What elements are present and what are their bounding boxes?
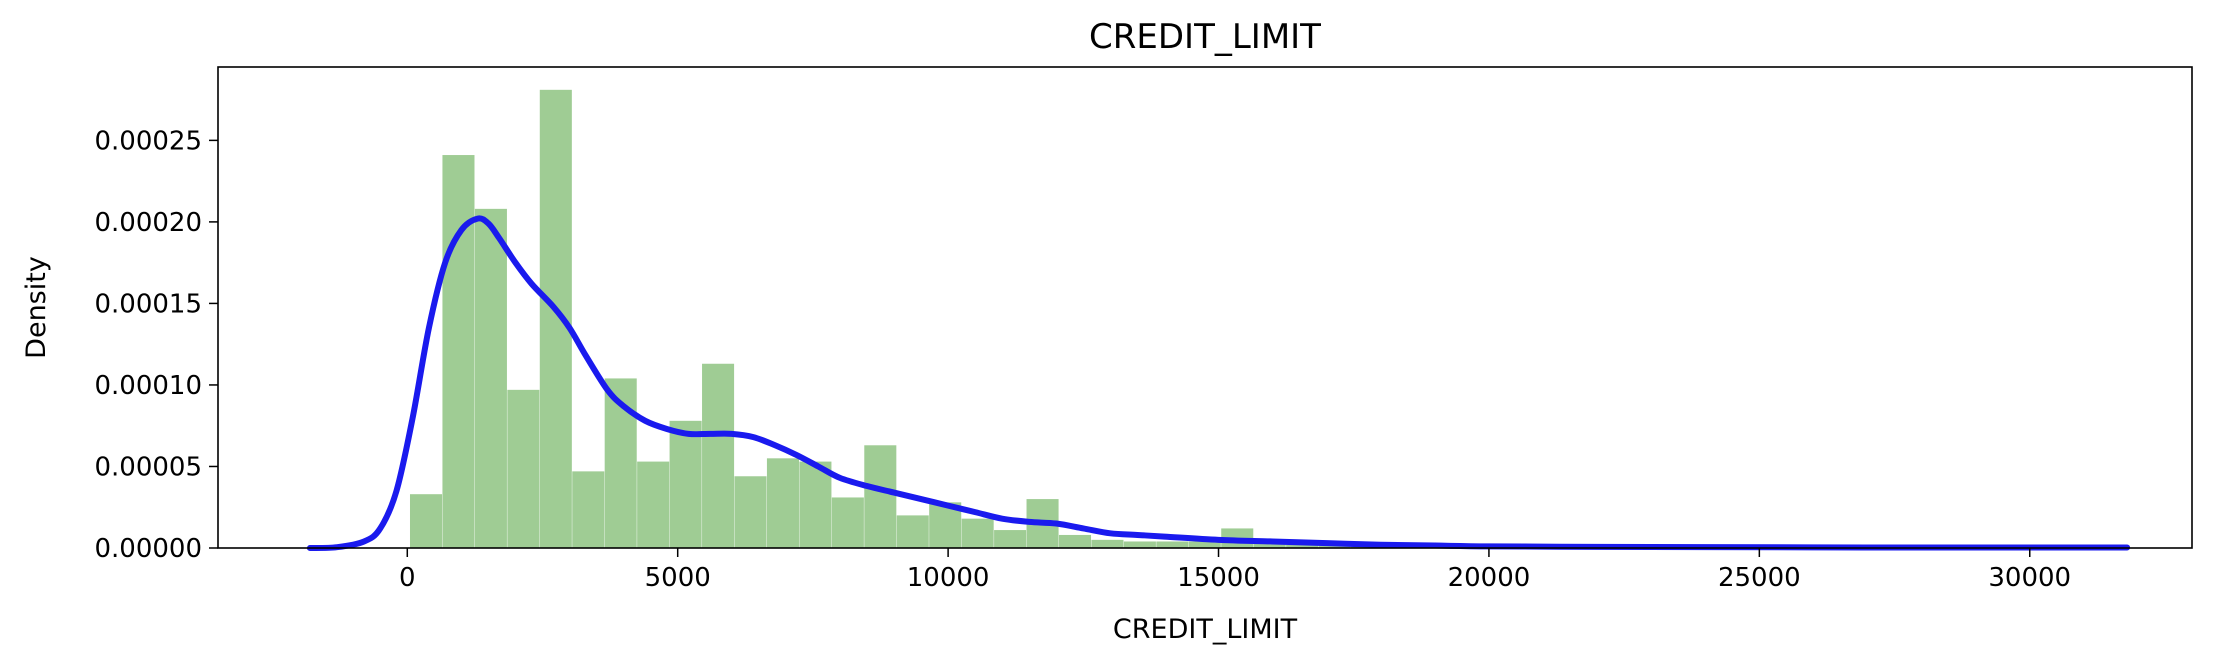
x-axis-ticks: 0 5000 10000 15000 20000 25000 30000 — [399, 548, 2071, 593]
histogram-bar — [539, 89, 572, 548]
histogram-bar — [799, 461, 832, 548]
histogram-bar — [442, 155, 475, 548]
x-tick-label: 30000 — [1988, 563, 2071, 593]
y-tick-label: 0.00000 — [94, 534, 202, 564]
chart-title: CREDIT_LIMIT — [1089, 17, 1321, 57]
histogram-bars — [409, 89, 2097, 548]
histogram-bar — [766, 458, 799, 548]
histogram-bar — [702, 363, 735, 548]
histogram-bar — [896, 515, 929, 548]
histogram-bar — [1091, 539, 1124, 548]
x-tick-label: 5000 — [645, 563, 711, 593]
histogram-bar — [831, 497, 864, 548]
histogram-bar — [1156, 541, 1189, 548]
histogram-bar — [1253, 543, 1286, 548]
x-tick-label: 15000 — [1177, 563, 1260, 593]
y-tick-label: 0.00025 — [94, 126, 202, 156]
histogram-bar — [1058, 534, 1092, 548]
x-tick-label: 20000 — [1448, 563, 1531, 593]
y-tick-label: 0.00010 — [94, 371, 202, 401]
histogram-bar — [734, 476, 767, 548]
x-axis-label: CREDIT_LIMIT — [1113, 614, 1298, 645]
y-tick-label: 0.00015 — [94, 289, 202, 319]
histogram-bar — [507, 389, 540, 548]
histogram-bar — [409, 494, 443, 548]
kde-line — [306, 215, 2131, 551]
histogram-bar — [474, 208, 507, 548]
histogram-bar — [961, 518, 994, 548]
y-tick-label: 0.00020 — [94, 208, 202, 238]
y-tick-label: 0.00005 — [94, 452, 202, 482]
histogram-bar — [572, 471, 605, 548]
histogram-bar — [864, 445, 897, 548]
x-tick-label: 0 — [399, 563, 416, 593]
histogram-bar — [1286, 544, 1319, 548]
x-tick-label: 10000 — [907, 563, 990, 593]
histogram-bar — [669, 420, 702, 548]
histogram-bar — [1318, 544, 1351, 548]
histogram-bar — [637, 461, 670, 548]
x-tick-label: 25000 — [1718, 563, 1801, 593]
histogram-bar — [994, 530, 1027, 548]
plot-area — [217, 66, 2193, 551]
histogram-bar — [1123, 541, 1156, 548]
y-axis-label: Density — [21, 256, 52, 359]
histogram-bar — [1188, 541, 1221, 548]
y-axis-ticks: 0.00000 0.00005 0.00010 0.00015 0.00020 0.000… — [94, 126, 218, 564]
axes-frame — [217, 66, 2193, 549]
